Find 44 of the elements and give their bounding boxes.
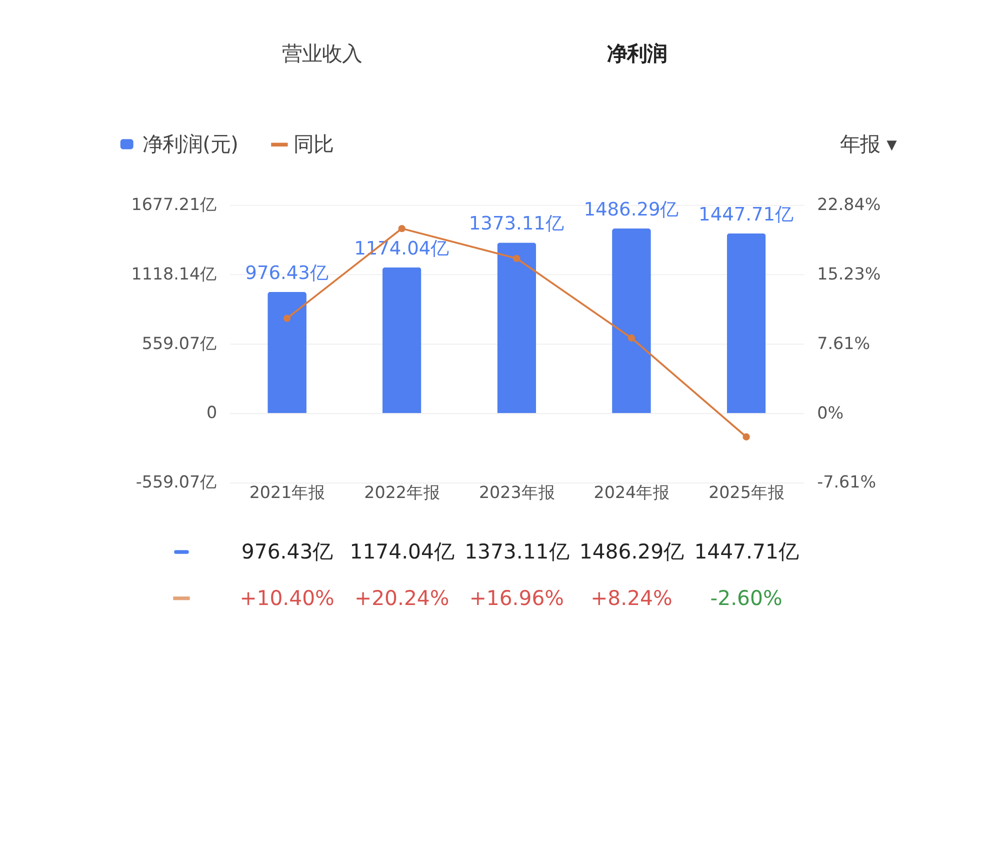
x-tick-label: 2022年报: [364, 482, 441, 502]
data-label: 1486.29亿: [579, 540, 684, 564]
bar: [497, 242, 536, 414]
y-tick-label: -559.07亿: [136, 472, 218, 492]
bar: [268, 292, 306, 414]
y-tick-label: 1677.21亿: [131, 194, 218, 214]
y2-tick-label: 0%: [817, 403, 844, 422]
data-label: 976.43亿: [241, 540, 333, 564]
data-label: 1174.04亿: [350, 540, 454, 564]
data-label: 1373.11亿: [464, 540, 569, 564]
x-tick-label: 2024年报: [594, 482, 670, 502]
data-label: 1447.71亿: [694, 540, 798, 564]
y-tick-label: 559.07亿: [142, 334, 218, 353]
x-tick-label: 2021年报: [249, 482, 326, 502]
text: 1486.29亿: [584, 200, 680, 221]
bar: [382, 267, 422, 414]
point: [283, 314, 291, 322]
point: [628, 334, 636, 342]
y-tick-label: 0: [206, 403, 218, 422]
data-label: +20.24%: [354, 586, 450, 610]
data-label: +8.24%: [590, 586, 672, 610]
text: 1447.71亿: [698, 204, 794, 226]
data-label: +10.40%: [240, 586, 334, 610]
x-tick-label: 2025年报: [708, 482, 785, 502]
y2-tick-label: 7.61%: [817, 334, 870, 353]
point: [513, 254, 520, 262]
text: 年报 ▾: [840, 132, 898, 156]
text: 净利润: [607, 41, 668, 66]
data-label: +16.96%: [469, 586, 564, 610]
text: 营业收入: [282, 41, 362, 66]
point: [742, 433, 750, 440]
y2-tick-label: -7.61%: [817, 472, 876, 492]
x-tick-label: 2023年报: [478, 482, 556, 502]
legend-label: 同比: [293, 132, 334, 156]
y-tick-label: 1118.14亿: [131, 264, 218, 284]
point: [398, 224, 406, 232]
data-label: -2.60%: [710, 586, 782, 610]
bar: [612, 228, 651, 414]
legend-label: 净利润(元): [142, 132, 238, 156]
y2-tick-label: 15.23%: [817, 264, 881, 284]
text: 976.43亿: [245, 262, 329, 284]
bar: [726, 233, 766, 414]
text: 1373.11亿: [468, 214, 564, 235]
y2-tick-label: 22.84%: [817, 194, 881, 214]
